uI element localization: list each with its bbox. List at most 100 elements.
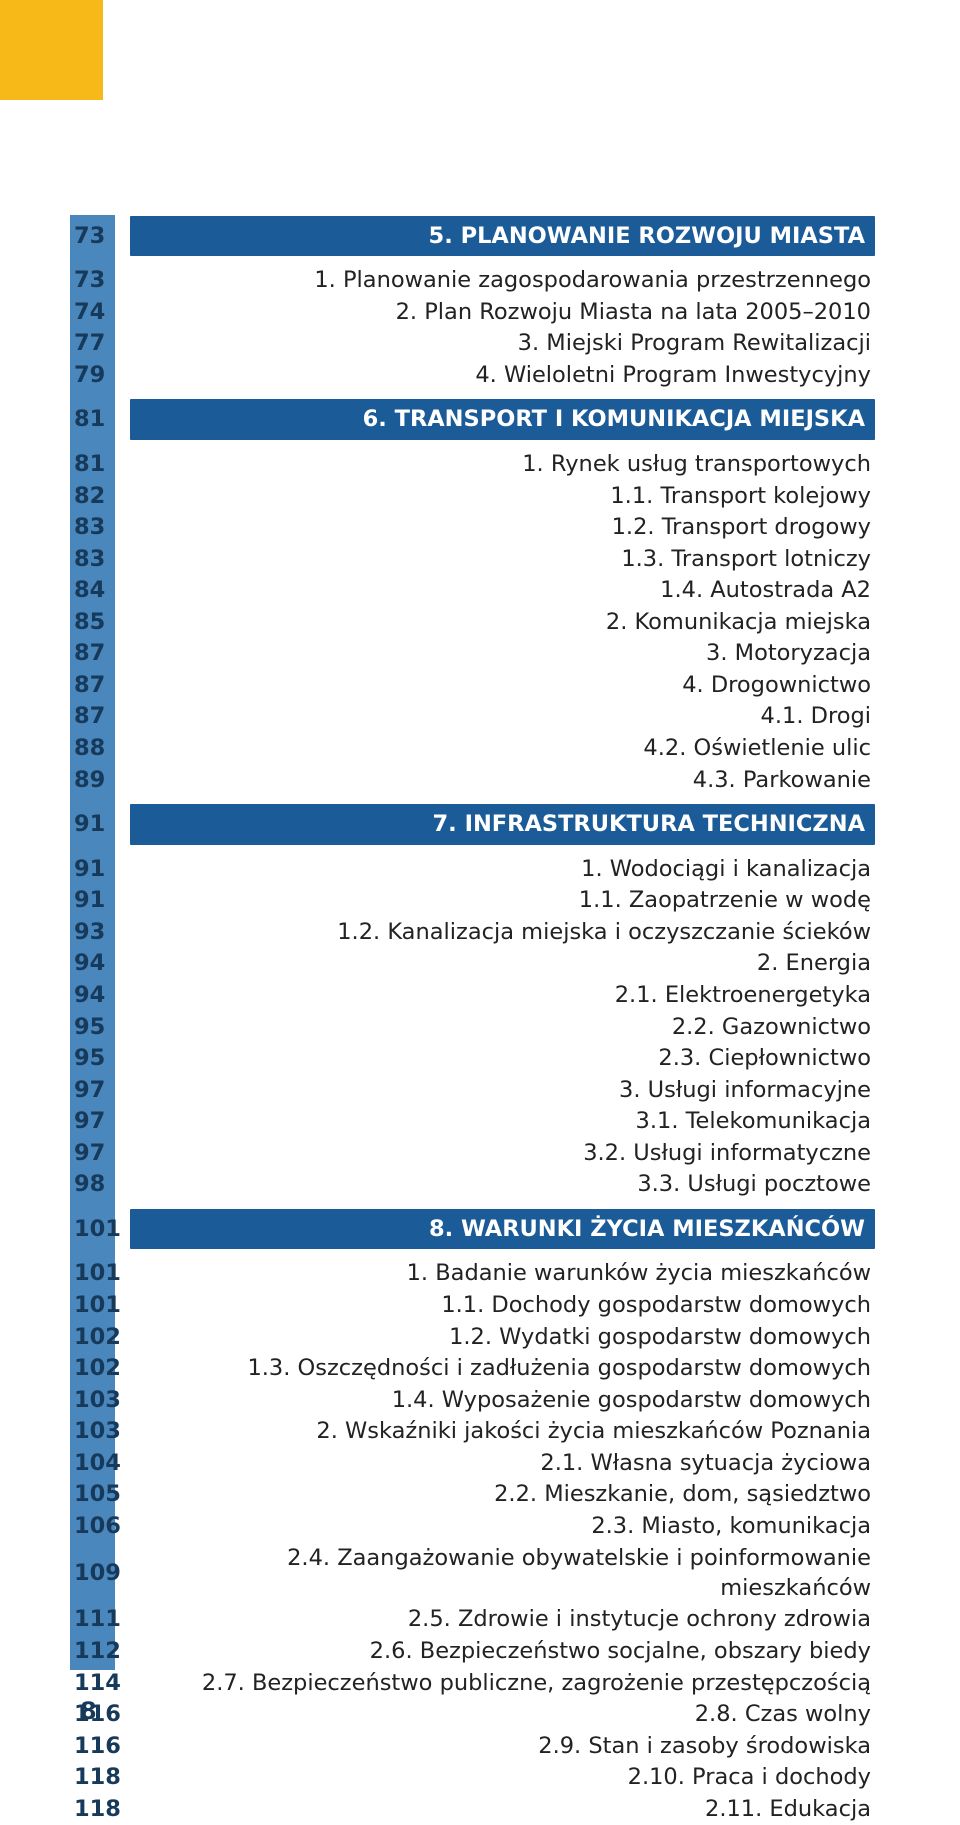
toc-entry: 1162.8. Czas wolny [70, 1699, 875, 1731]
toc-entry: 973. Usługi informacyjne [70, 1074, 875, 1106]
toc-entry: 852. Komunikacja miejska [70, 606, 875, 638]
toc-entry: 911.1. Zaopatrzenie w wodę [70, 885, 875, 917]
toc-title: 2.10. Praca i dochody [130, 1762, 875, 1792]
toc-page-number: 102 [70, 1322, 130, 1352]
toc-page-number: 73 [70, 265, 130, 295]
toc-entry: 821.1. Transport kolejowy [70, 480, 875, 512]
toc-page-number: 94 [70, 980, 130, 1010]
toc-title: 2.6. Bezpieczeństwo socjalne, obszary bi… [130, 1636, 875, 1666]
toc-title: 2.11. Edukacja [130, 1794, 875, 1824]
toc-page-number: 118 [70, 1794, 130, 1824]
toc-title: 1.4. Wyposażenie gospodarstw domowych [130, 1385, 875, 1415]
toc-title: 1. Badanie warunków życia mieszkańców [130, 1258, 875, 1288]
toc-section-header: 917. INFRASTRUKTURA TECHNICZNA [70, 804, 875, 846]
toc-page-number: 74 [70, 297, 130, 327]
toc-entry: 1011.1. Dochody gospodarstw domowych [70, 1289, 875, 1321]
toc-entry: 911. Wodociągi i kanalizacja [70, 853, 875, 885]
toc-page-number: 93 [70, 917, 130, 947]
page-number: 8 [80, 1697, 97, 1725]
toc-entry: 874.1. Drogi [70, 701, 875, 733]
toc-title: 2.9. Stan i zasoby środowiska [130, 1731, 875, 1761]
toc-page-number: 83 [70, 544, 130, 574]
toc-entry: 1062.3. Miasto, komunikacja [70, 1510, 875, 1542]
toc-page-number: 95 [70, 1043, 130, 1073]
toc-title: 2.8. Czas wolny [130, 1699, 875, 1729]
toc-entry: 1092.4. Zaangażowanie obywatelskie i poi… [70, 1542, 875, 1604]
toc-page-number: 98 [70, 1169, 130, 1199]
toc-title: 1.1. Zaopatrzenie w wodę [130, 885, 875, 915]
toc-page-number: 81 [70, 449, 130, 479]
toc-page-number: 87 [70, 701, 130, 731]
toc-title: 1.2. Transport drogowy [130, 512, 875, 542]
toc-page-number: 104 [70, 1448, 130, 1478]
toc-entry: 1032. Wskaźniki jakości życia mieszkańcó… [70, 1416, 875, 1448]
toc-title: 1.1. Transport kolejowy [130, 481, 875, 511]
toc-title: 1.3. Transport lotniczy [130, 544, 875, 574]
toc-page-number: 81 [70, 404, 130, 434]
toc-title: 2. Energia [130, 948, 875, 978]
toc-title: 1.1. Dochody gospodarstw domowych [130, 1290, 875, 1320]
toc-page-number: 82 [70, 481, 130, 511]
toc-entry: 952.2. Gazownictwo [70, 1011, 875, 1043]
toc-page-number: 91 [70, 809, 130, 839]
toc-title: 1.4. Autostrada A2 [130, 575, 875, 605]
toc-page-number: 91 [70, 885, 130, 915]
toc-entry: 1142.7. Bezpieczeństwo publiczne, zagroż… [70, 1667, 875, 1699]
toc-page-number: 103 [70, 1416, 130, 1446]
toc-entry: 794. Wieloletni Program Inwestycyjny [70, 359, 875, 391]
toc-entry: 983.3. Usługi pocztowe [70, 1169, 875, 1201]
toc-entry: 773. Miejski Program Rewitalizacji [70, 328, 875, 360]
toc-entry: 1042.1. Własna sytuacja życiowa [70, 1447, 875, 1479]
toc-title: 2. Wskaźniki jakości życia mieszkańców P… [130, 1416, 875, 1446]
toc-entry: 1021.2. Wydatki gospodarstw domowych [70, 1321, 875, 1353]
toc-page-number: 118 [70, 1762, 130, 1792]
toc-entry: 1021.3. Oszczędności i zadłużenia gospod… [70, 1353, 875, 1385]
toc-page-number: 101 [70, 1214, 130, 1244]
toc-page-number: 89 [70, 765, 130, 795]
toc-page-number: 73 [70, 221, 130, 251]
toc-entry: 973.1. Telekomunikacja [70, 1106, 875, 1138]
toc-title: 1. Planowanie zagospodarowania przestrze… [130, 265, 875, 295]
toc-entry: 884.2. Oświetlenie ulic [70, 732, 875, 764]
toc-list: 735. PLANOWANIE ROZWOJU MIASTA731. Plano… [70, 215, 875, 1670]
toc-entry: 1182.11. Edukacja [70, 1793, 875, 1825]
toc-title: 2.2. Gazownictwo [130, 1012, 875, 1042]
toc-page-number: 77 [70, 328, 130, 358]
toc-entry: 1162.9. Stan i zasoby środowiska [70, 1730, 875, 1762]
toc-page-number: 106 [70, 1511, 130, 1541]
toc-page-number: 112 [70, 1636, 130, 1666]
toc-title: 1.2. Kanalizacja miejska i oczyszczanie … [130, 917, 875, 947]
toc-title: 4. Wieloletni Program Inwestycyjny [130, 360, 875, 390]
toc-section-header: 1018. WARUNKI ŻYCIA MIESZKAŃCÓW [70, 1208, 875, 1250]
toc-entry: 811. Rynek usług transportowych [70, 448, 875, 480]
toc-page-number: 105 [70, 1479, 130, 1509]
toc-title: 3.3. Usługi pocztowe [130, 1169, 875, 1199]
toc-entry: 952.3. Ciepłownictwo [70, 1043, 875, 1075]
toc-title: 4. Drogownictwo [130, 670, 875, 700]
toc-page-number: 101 [70, 1290, 130, 1320]
toc-entry: 1122.6. Bezpieczeństwo socjalne, obszary… [70, 1635, 875, 1667]
toc-page-number: 83 [70, 512, 130, 542]
toc-title: 5. PLANOWANIE ROZWOJU MIASTA [130, 216, 875, 256]
toc-page-number: 103 [70, 1385, 130, 1415]
toc-page-number: 95 [70, 1012, 130, 1042]
top-corner-tab [0, 0, 103, 100]
toc-title: 2.3. Ciepłownictwo [130, 1043, 875, 1073]
toc-page-number: 85 [70, 607, 130, 637]
toc-title: 3.2. Usługi informatyczne [130, 1138, 875, 1168]
toc-entry: 831.2. Transport drogowy [70, 512, 875, 544]
toc-entry: 1011. Badanie warunków życia mieszkańców [70, 1258, 875, 1290]
toc-section-header: 735. PLANOWANIE ROZWOJU MIASTA [70, 215, 875, 257]
toc-title: 2. Plan Rozwoju Miasta na lata 2005–2010 [130, 297, 875, 327]
toc-entry: 942. Energia [70, 948, 875, 980]
toc-title: 2.7. Bezpieczeństwo publiczne, zagrożeni… [130, 1668, 875, 1698]
toc-entry: 1052.2. Mieszkanie, dom, sąsiedztwo [70, 1479, 875, 1511]
toc-entry: 731. Planowanie zagospodarowania przestr… [70, 265, 875, 297]
toc-section-header: 816. TRANSPORT I KOMUNIKACJA MIEJSKA [70, 399, 875, 441]
toc-page-number: 102 [70, 1353, 130, 1383]
toc-title: 2.1. Elektroenergetyka [130, 980, 875, 1010]
toc-title: 1.3. Oszczędności i zadłużenia gospodars… [130, 1353, 875, 1383]
toc-page-number: 94 [70, 948, 130, 978]
toc-title: 3. Motoryzacja [130, 638, 875, 668]
toc-page-number: 109 [70, 1558, 130, 1588]
